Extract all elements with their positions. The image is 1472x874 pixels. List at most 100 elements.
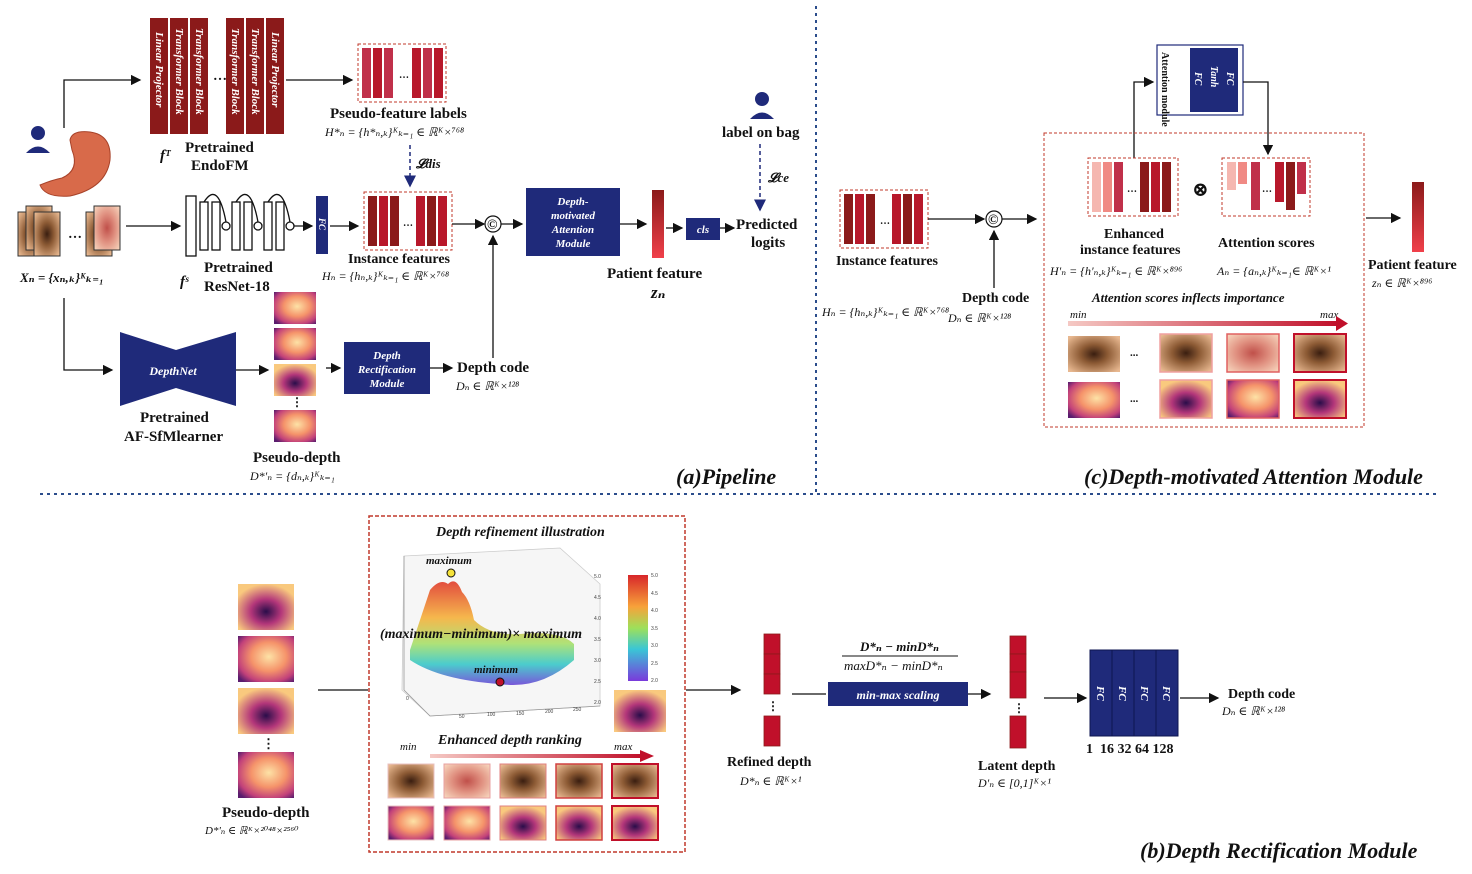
fc-label-a: FC [317, 217, 327, 231]
latent-depth-label: Latent depth [978, 759, 1056, 774]
panel-a-title: (a)Pipeline [676, 464, 776, 489]
enhanced-ranking-label: Enhanced depth ranking [437, 733, 582, 748]
attention-thumbnails: ... ... [1068, 333, 1347, 419]
svg-text:…: … [1127, 184, 1137, 195]
cls-box [686, 218, 720, 240]
svg-text:5.0: 5.0 [651, 573, 658, 579]
att-fc-1: FC [1192, 71, 1203, 86]
pseudo-depth-a: Pseudo-depth [253, 450, 341, 466]
svg-text:4.5: 4.5 [651, 591, 658, 597]
attention-math: Aₙ = {aₙ,ₖ}ᴷₖ₌₁∈ ℝᴷ×¹ [1216, 264, 1331, 278]
min-label-c: min [1070, 309, 1087, 321]
latent-math: D'ₙ ∈ [0,1]ᴷ×¹ [977, 776, 1051, 790]
f-t-label: fᵀ [160, 148, 172, 164]
minmax-num: D*ₙ − minD*ₙ [859, 639, 939, 654]
max-label-c: max [1320, 309, 1338, 321]
surface-plot: maximum minimum 0 50 100 150 200 250 5.0… [401, 547, 601, 720]
patient-feature-a: Patient feature [607, 266, 702, 282]
dam-box [526, 188, 620, 256]
svg-text:2.0: 2.0 [651, 678, 658, 684]
svg-text:3.5: 3.5 [594, 637, 601, 643]
pretrained-af-2: AF-SfMlearner [124, 429, 223, 445]
depthnet-label: DepthNet [148, 364, 197, 378]
f-s-label: fˢ [180, 274, 189, 290]
pretrained-resnet-2: ResNet-18 [204, 279, 270, 295]
min-label-b: min [400, 741, 417, 753]
endoscopy-frames: … [17, 205, 121, 257]
patient-feature-bar-a [652, 190, 664, 258]
dots-c-1: ... [1130, 347, 1139, 359]
drm-box-l2: Rectification [357, 364, 416, 376]
patient-feature-bar-c [1412, 182, 1424, 252]
panel-b-title: (b)Depth Rectification Module [1140, 838, 1418, 863]
pseudo-depth-stack-b: ⋮ [238, 584, 294, 798]
user-icon [31, 126, 45, 140]
svg-text:⋮: ⋮ [291, 395, 303, 409]
svg-text:0: 0 [406, 696, 409, 702]
fc-dims: 1 16 32 64 128 [1086, 742, 1174, 757]
svg-text:4.0: 4.0 [651, 608, 658, 614]
instance-features-box [363, 191, 453, 251]
patient-math-c: zₙ ∈ ℝᴷ×⁸⁹⁶ [1371, 276, 1432, 290]
panel-c: Attention module FC Tanh FC … Instance f… [821, 44, 1457, 489]
svg-text:3.0: 3.0 [651, 643, 658, 649]
refinement-box [368, 515, 686, 853]
drm-box-l3: Module [369, 378, 405, 390]
depthnet-shape [120, 332, 236, 406]
endofm-stack: Linear Projector Transformer Block Trans… [150, 18, 284, 134]
svg-text:4.0: 4.0 [594, 616, 601, 622]
refined-depth-label: Refined depth [727, 755, 812, 770]
minimum-marker [495, 677, 505, 687]
stomach-icon [39, 131, 111, 197]
svg-text:…: … [68, 227, 82, 242]
maximum-label: maximum [426, 555, 472, 567]
patient-feature-c: Patient feature [1368, 258, 1457, 273]
formula-label: (maximum−minimum)× maximum [380, 627, 582, 642]
concat-symbol-c: © [988, 213, 999, 228]
svg-text:⋮: ⋮ [262, 736, 275, 751]
enhanced-l1: Enhanced [1104, 227, 1164, 242]
att-fc-2: FC [1224, 71, 1235, 86]
pseudo-feature-box [357, 43, 447, 103]
endofm-label-0: Linear Projector [153, 31, 165, 108]
minmax-den: maxD*ₙ − minD*ₙ [844, 658, 943, 673]
minimum-label: minimum [474, 664, 518, 676]
dots-c-2: ... [1130, 393, 1139, 405]
predicted-logits-2: logits [751, 235, 785, 251]
instance-features-c: Instance features [836, 254, 939, 269]
pseudo-depth-math-b: D*'ₙ ∈ ℝᴷ×²⁰⁴⁸×²⁵⁶⁰ [204, 825, 299, 837]
resnet-block [185, 193, 314, 257]
fc-box-a [316, 196, 328, 254]
attention-scores-label: Attention scores [1218, 236, 1315, 251]
colorbar [628, 575, 648, 681]
panel-a: Linear Projector Transformer Block Trans… [17, 18, 800, 489]
latent-depth-column [1009, 635, 1027, 749]
depth-code-math-c: Dₙ ∈ ℝᴷ×¹²⁸ [947, 311, 1011, 325]
z-n-label: zₙ [650, 283, 666, 302]
svg-text:50: 50 [459, 714, 465, 720]
fc-stack-b [1089, 649, 1179, 737]
refine-title: Depth refinement illustration [435, 525, 605, 540]
bag-user-icon [755, 92, 769, 106]
x-n-label: Xₙ = {xₙ,ₖ}ᴷₖ₌₁ [19, 270, 104, 285]
instance-math-a: Hₙ = {hₙ,ₖ}ᴷₖ₌₁ ∈ ℝᴷ×⁷⁶⁸ [321, 269, 449, 283]
otimes-symbol: ⊗ [1192, 179, 1209, 201]
colorbar-ticks: 5.0 4.5 4.0 3.5 3.0 2.5 2.0 [651, 573, 658, 684]
drm-box-l1: Depth [372, 350, 401, 362]
pretrained-endofm-2: EndoFM [191, 158, 249, 174]
dam-box-l4: Module [555, 238, 591, 250]
fc-b-3: FC [1138, 685, 1150, 701]
endofm-label-1: Transformer Block [173, 28, 185, 115]
dam-box-l3: Attention [551, 224, 594, 236]
refined-depth-column [763, 633, 781, 747]
endofm-label-2: Transformer Block [193, 28, 205, 115]
drm-box [344, 342, 430, 394]
svg-text:⋮: ⋮ [767, 699, 779, 713]
endofm-label-3: Transformer Block [229, 28, 241, 115]
dam-container [1043, 132, 1365, 428]
l-dis-label: 𝓛dis [415, 156, 441, 171]
ranking-gradient-bar [430, 754, 642, 758]
svg-text:2.5: 2.5 [594, 679, 601, 685]
svg-text:2.5: 2.5 [651, 661, 658, 667]
pseudo-depth-b: Pseudo-depth [222, 805, 310, 821]
